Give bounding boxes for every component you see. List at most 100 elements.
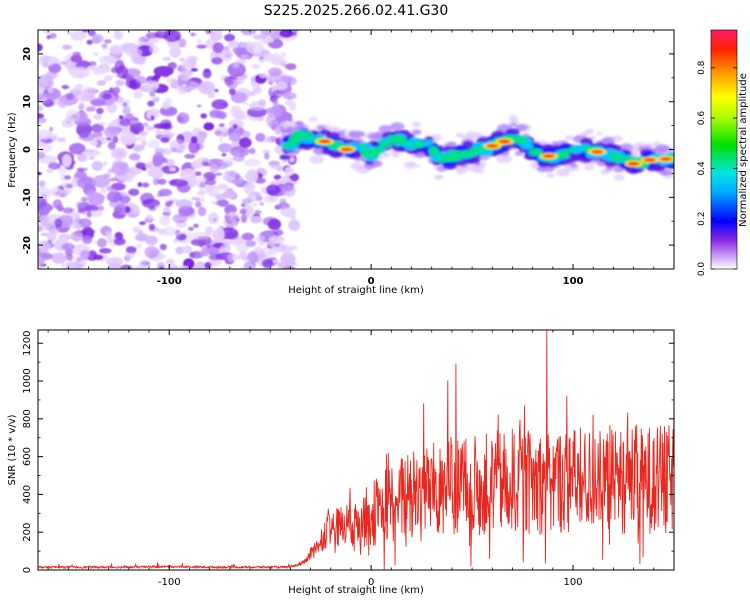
noise-blob — [116, 65, 129, 79]
noise-blob — [89, 140, 98, 146]
noise-blob — [190, 136, 198, 144]
noise-blob — [175, 199, 193, 209]
noise-blob — [48, 63, 62, 74]
noise-blob — [224, 33, 236, 42]
noise-blob — [175, 246, 185, 255]
noise-blob — [38, 129, 53, 140]
noise-blob — [169, 139, 187, 153]
noise-blob — [252, 86, 262, 94]
spectrogram-x-label: Height of straight line (km) — [288, 285, 424, 296]
noise-blob — [148, 37, 159, 45]
noise-blob — [168, 178, 189, 187]
ridge-peak-core — [643, 158, 656, 162]
noise-blob — [133, 90, 143, 99]
noise-blob — [129, 121, 144, 135]
noise-blob — [216, 193, 223, 200]
noise-blob — [215, 172, 223, 176]
chart-title: S225.2025.266.02.41.G30 — [264, 3, 449, 19]
noise-blob — [217, 183, 228, 190]
noise-blob — [229, 212, 235, 218]
noise-blob — [222, 131, 229, 137]
ridge-blob — [466, 151, 477, 158]
noise-blob — [62, 207, 74, 214]
noise-blob — [39, 54, 51, 63]
noise-blob — [51, 252, 67, 264]
noise-blob — [238, 255, 245, 260]
noise-blob — [210, 255, 216, 259]
noise-blob — [220, 48, 234, 62]
noise-blob — [153, 145, 160, 150]
noise-blob — [260, 99, 267, 104]
noise-blob — [188, 140, 200, 154]
ridge-blob — [354, 131, 366, 138]
colorbar-tick-label: 0.2 — [697, 212, 707, 226]
noise-blob — [284, 166, 295, 176]
noise-blob — [148, 223, 156, 231]
ridge-blob — [609, 152, 620, 158]
ridge-blob — [519, 138, 527, 143]
noise-blob — [38, 43, 43, 52]
noise-blob — [258, 56, 265, 60]
noise-blob — [224, 79, 234, 86]
noise-blob — [229, 146, 250, 158]
noise-blob — [41, 30, 53, 35]
noise-blob — [280, 51, 286, 58]
y-tick-label: 1000 — [22, 368, 33, 393]
noise-blob — [38, 151, 46, 159]
spectrogram-marks — [38, 30, 674, 269]
noise-blob — [61, 118, 75, 128]
noise-blob — [42, 99, 56, 107]
noise-blob — [240, 214, 248, 224]
noise-blob — [152, 81, 159, 88]
x-tick-label: -100 — [157, 276, 182, 287]
noise-blob — [141, 198, 160, 208]
noise-blob — [191, 231, 210, 240]
noise-blob — [223, 217, 236, 228]
ridge-peak-core — [659, 157, 672, 161]
y-tick-label: 400 — [22, 485, 33, 504]
noise-blob — [194, 261, 206, 269]
ridge-blob — [378, 125, 393, 133]
ridge-blob — [509, 115, 518, 120]
noise-blob — [204, 178, 216, 186]
noise-blob — [196, 39, 202, 45]
noise-blob — [232, 123, 238, 129]
ridge-blob — [309, 116, 318, 122]
noise-blob — [172, 213, 188, 224]
noise-blob — [96, 107, 104, 115]
noise-blob — [240, 54, 249, 58]
noise-blob — [147, 108, 160, 116]
noise-blob — [231, 254, 239, 261]
ridge-blob — [287, 138, 302, 146]
ridge-blob — [444, 143, 451, 147]
noise-blob — [69, 222, 82, 230]
noise-blob — [123, 102, 127, 107]
y-tick-label: 20 — [22, 47, 33, 61]
noise-blob — [107, 141, 116, 150]
noise-blob — [99, 248, 112, 254]
noise-blob — [195, 197, 201, 202]
noise-blob — [211, 99, 229, 110]
ridge-blob — [379, 140, 393, 148]
ridge-peak-core — [542, 154, 555, 158]
noise-blob — [38, 255, 46, 265]
noise-blob — [207, 212, 219, 225]
noise-blob — [38, 105, 44, 112]
noise-blob — [204, 262, 212, 269]
noise-blob — [69, 143, 86, 155]
noise-blob — [58, 166, 67, 176]
noise-blob — [262, 53, 277, 62]
noise-blob — [210, 200, 218, 205]
noise-blob — [280, 207, 297, 218]
noise-blob — [61, 84, 69, 90]
noise-blob — [122, 105, 131, 116]
noise-blob — [272, 259, 280, 264]
noise-blob — [70, 54, 83, 63]
noise-blob — [275, 81, 288, 91]
noise-blob — [176, 234, 186, 241]
noise-blob — [38, 113, 45, 119]
y-tick-label: 600 — [22, 447, 33, 466]
noise-blob — [202, 69, 212, 79]
noise-blob — [124, 47, 143, 58]
noise-blob — [289, 214, 296, 220]
